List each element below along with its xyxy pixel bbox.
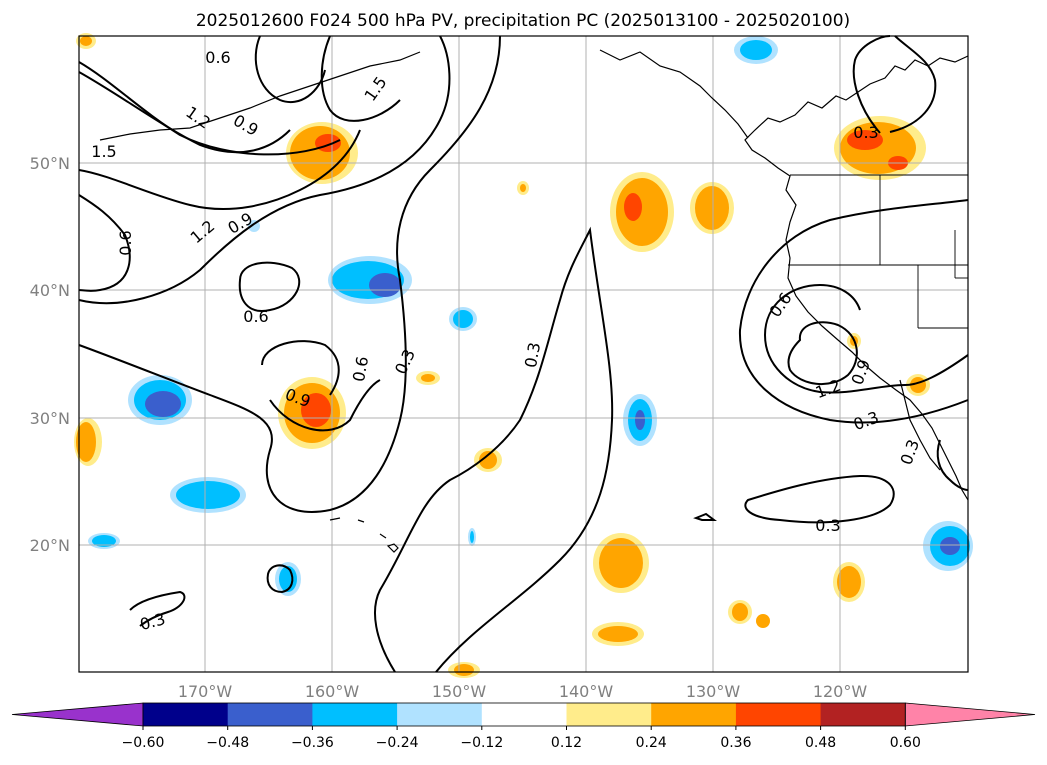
contour-label: 1.5 (91, 142, 116, 161)
colorbar-tick-label: 0.12 (551, 735, 582, 751)
contour-label: 0.3 (853, 123, 878, 142)
colorbar-labels: −0.60 −0.48 −0.36 −0.24 −0.12 0.12 0.24 0.36 0.4… (122, 726, 921, 751)
colorbar-tick-label: −0.60 (122, 735, 165, 751)
colorbar-box (566, 703, 652, 726)
colorbar-box (312, 703, 398, 726)
colorbar-extend-low (11, 702, 144, 727)
colorbar-frame (142, 702, 906, 727)
positive-anomaly-patches (74, 33, 930, 678)
lat-label: 30°N (30, 409, 70, 428)
lon-label: 170°W (178, 682, 233, 701)
map-background (79, 36, 968, 672)
map-area: 0.6 1.2 0.9 1.5 1.5 0.6 1.2 0.9 0.6 0.6 … (74, 33, 973, 678)
colorbar-tick-label: −0.48 (206, 735, 249, 751)
colorbar-box (143, 703, 229, 726)
contour-label: 0.3 (521, 341, 544, 369)
precipitation-shading (74, 33, 973, 678)
colorbar-tick-label: 0.48 (805, 735, 836, 751)
contour-label: 0.3 (815, 516, 840, 535)
lon-label: 140°W (559, 682, 614, 701)
colorbar-boxes (11, 702, 1036, 727)
colorbar-tick-label: −0.12 (460, 735, 503, 751)
colorbar-extend-high (904, 702, 1036, 727)
colorbar-tick-label: −0.24 (376, 735, 419, 751)
map-title: 2025012600 F024 500 hPa PV, precipitatio… (196, 11, 850, 31)
colorbar-tick-label: 0.60 (890, 735, 921, 751)
colorbar-tick-label: −0.36 (291, 735, 334, 751)
lon-label: 160°W (305, 682, 360, 701)
lat-label: 20°N (30, 536, 70, 555)
graticule (79, 36, 968, 672)
lon-label: 130°W (686, 682, 741, 701)
colorbar-box (397, 703, 483, 726)
colorbar-tick-label: 0.24 (636, 735, 667, 751)
colorbar: −0.60 −0.48 −0.36 −0.24 −0.12 0.12 0.24 0.36 0.4… (11, 702, 1036, 751)
contour-label: 0.6 (205, 48, 230, 67)
lon-label: 150°W (432, 682, 487, 701)
colorbar-box (651, 703, 737, 726)
colorbar-tick-label: 0.36 (720, 735, 751, 751)
colorbar-box (735, 703, 822, 726)
contour-label: 0.6 (243, 307, 268, 326)
contour-label: 0.6 (116, 230, 135, 255)
lat-label: 40°N (30, 281, 70, 300)
colorbar-box (227, 703, 313, 726)
latitude-labels: 50°N 40°N 30°N 20°N (30, 154, 70, 555)
coastlines (99, 49, 969, 553)
contour-label: 0.6 (349, 355, 372, 383)
colorbar-box (820, 703, 906, 726)
pv-contours (78, 35, 969, 673)
longitude-labels: 170°W 160°W 150°W 140°W 130°W 120°W (178, 682, 868, 701)
negative-anomaly-patches (88, 36, 973, 596)
lat-label: 50°N (30, 154, 70, 173)
country-borders (788, 174, 968, 329)
colorbar-box (481, 703, 567, 726)
lon-label: 120°W (813, 682, 868, 701)
map-frame (78, 35, 969, 673)
